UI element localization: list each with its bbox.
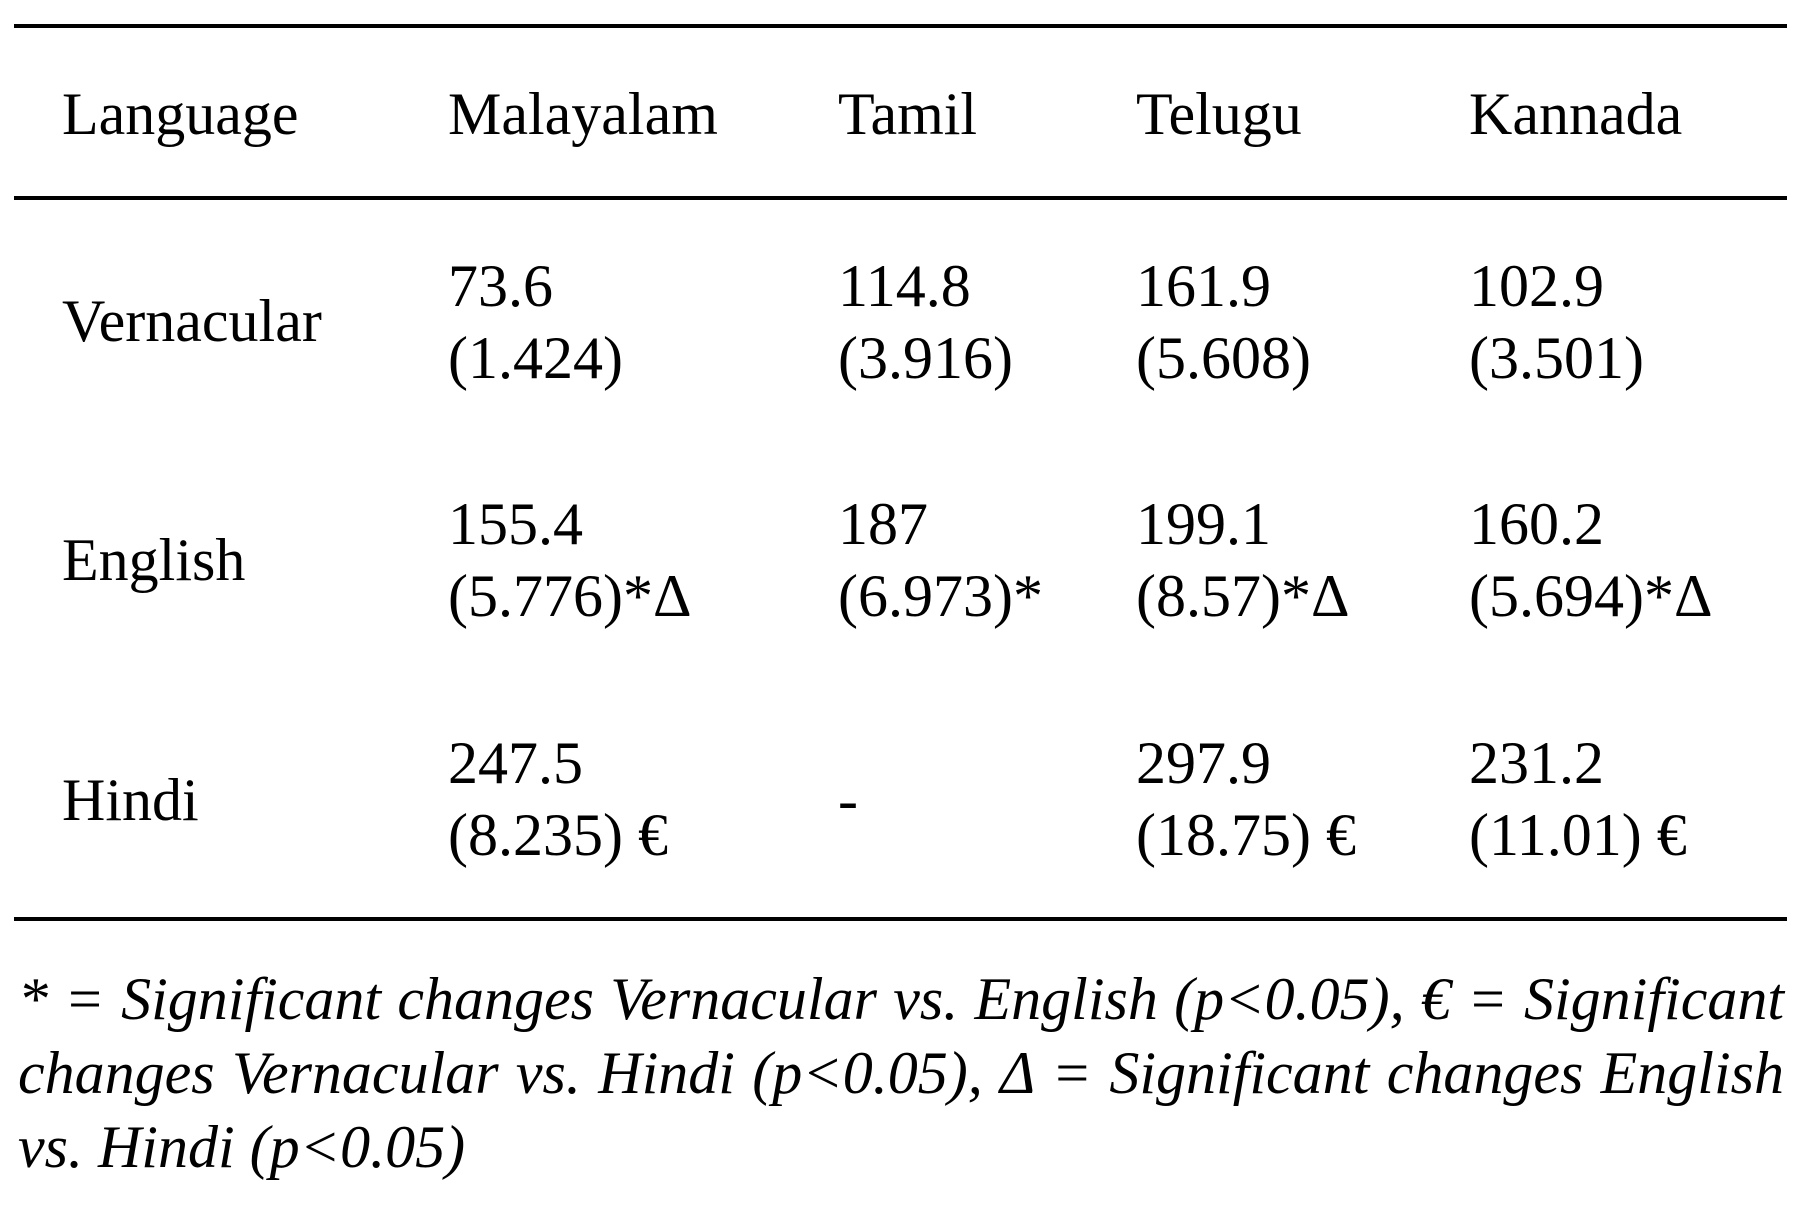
table-cell: 231.2 (11.01) € [1469,727,1687,871]
table-cell: 155.4 (5.776)*Δ [448,488,692,632]
table-cell: 160.2 (5.694)*Δ [1469,488,1713,632]
cell-se: (11.01) € [1469,802,1687,868]
table-cell: 187 (6.973)* [838,488,1043,632]
cell-mean: 199.1 [1136,491,1271,557]
cell-mean: 161.9 [1136,253,1271,319]
cell-se: (8.235) € [448,802,668,868]
cell-se: (3.501) [1469,325,1644,391]
cell-mean: 247.5 [448,730,583,796]
header-cell-kannada: Kannada [1469,81,1683,147]
table-cell: 102.9 (3.501) [1469,250,1644,394]
cell-mean: 187 [838,491,928,557]
table-cell: 247.5 (8.235) € [448,727,668,871]
cell-mean: 155.4 [448,491,583,557]
cell-mean: 102.9 [1469,253,1604,319]
cell-se: (1.424) [448,325,623,391]
cell-se: (5.776)*Δ [448,563,692,629]
row-label-english: English [62,527,246,593]
header-cell-language: Language [62,81,299,147]
header-cell-tamil: Tamil [838,81,978,147]
table-cell-empty: - [838,767,858,833]
header-cell-malayalam: Malayalam [448,81,718,147]
table-cell: 114.8 (3.916) [838,250,1013,394]
cell-mean: 114.8 [838,253,971,319]
cell-se: (18.75) € [1136,802,1356,868]
cell-se: (3.916) [838,325,1013,391]
row-label-vernacular: Vernacular [62,288,322,354]
table-header-rule [14,196,1787,200]
cell-se: (8.57)*Δ [1136,563,1350,629]
table-cell: 161.9 (5.608) [1136,250,1311,394]
cell-se: (5.694)*Δ [1469,563,1713,629]
table-cell: 199.1 (8.57)*Δ [1136,488,1350,632]
cell-mean: 160.2 [1469,491,1604,557]
table-top-rule [14,24,1787,28]
table-cell: 297.9 (18.75) € [1136,727,1356,871]
cell-se: (5.608) [1136,325,1311,391]
row-label-hindi: Hindi [62,767,199,833]
header-cell-telugu: Telugu [1136,81,1302,147]
table-cell: 73.6 (1.424) [448,250,623,394]
cell-mean: 231.2 [1469,730,1604,796]
cell-mean: 73.6 [448,253,553,319]
table-footnote: * = Significant changes Vernacular vs. E… [18,966,1784,1180]
cell-mean: 297.9 [1136,730,1271,796]
table-bottom-rule [14,917,1787,921]
cell-se: (6.973)* [838,563,1043,629]
